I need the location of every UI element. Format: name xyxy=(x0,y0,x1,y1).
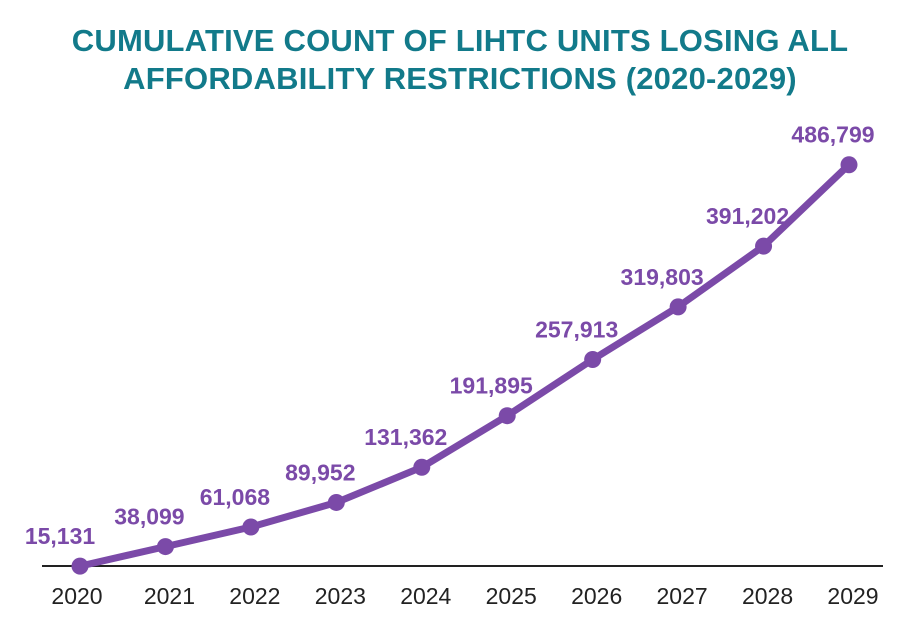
data-point-2022 xyxy=(242,518,260,536)
chart-title-line-1: CUMULATIVE COUNT OF LIHTC UNITS LOSING A… xyxy=(71,23,849,58)
x-tick-label-2028: 2028 xyxy=(742,583,793,609)
data-label-2021: 38,099 xyxy=(114,504,184,530)
data-label-2023: 89,952 xyxy=(285,459,355,485)
x-tick-label-2023: 2023 xyxy=(315,583,366,609)
data-label-2026: 257,913 xyxy=(535,317,618,343)
x-tick-label-2026: 2026 xyxy=(571,583,622,609)
x-tick-label-2020: 2020 xyxy=(51,583,102,609)
chart-title-line-2: AFFORDABILITY RESTRICTIONS (2020-2029) xyxy=(123,61,797,96)
data-point-2021 xyxy=(156,538,174,556)
data-label-2022: 61,068 xyxy=(200,484,271,510)
data-label-2020: 15,131 xyxy=(25,523,96,549)
x-tick-label-2022: 2022 xyxy=(229,583,280,609)
chart-title: CUMULATIVE COUNT OF LIHTC UNITS LOSING A… xyxy=(0,22,920,98)
data-point-2025 xyxy=(498,407,516,425)
data-label-2024: 131,362 xyxy=(364,424,447,450)
data-point-2023 xyxy=(327,493,345,511)
data-point-2029 xyxy=(840,156,858,174)
series-line-layer xyxy=(76,161,853,570)
data-point-2020 xyxy=(71,557,89,575)
data-label-2027: 319,803 xyxy=(621,264,704,290)
data-point-2024 xyxy=(413,458,431,476)
data-label-2029: 486,799 xyxy=(791,122,874,148)
x-tick-label-2027: 2027 xyxy=(657,583,708,609)
data-point-2027 xyxy=(669,298,687,316)
data-point-2028 xyxy=(755,237,773,255)
series-line xyxy=(76,161,853,570)
x-tick-label-2029: 2029 xyxy=(827,583,878,609)
x-tick-label-2024: 2024 xyxy=(400,583,451,609)
x-tick-layer: 2020 2021 2022 2023 2024 2025 2026 2027 2028 2029 xyxy=(51,583,878,609)
data-label-2028: 391,202 xyxy=(706,203,789,229)
point-layer xyxy=(71,156,858,575)
data-label-2025: 191,895 xyxy=(450,373,533,399)
x-tick-label-2025: 2025 xyxy=(486,583,537,609)
x-tick-label-2021: 2021 xyxy=(144,583,195,609)
data-point-2026 xyxy=(584,351,602,369)
